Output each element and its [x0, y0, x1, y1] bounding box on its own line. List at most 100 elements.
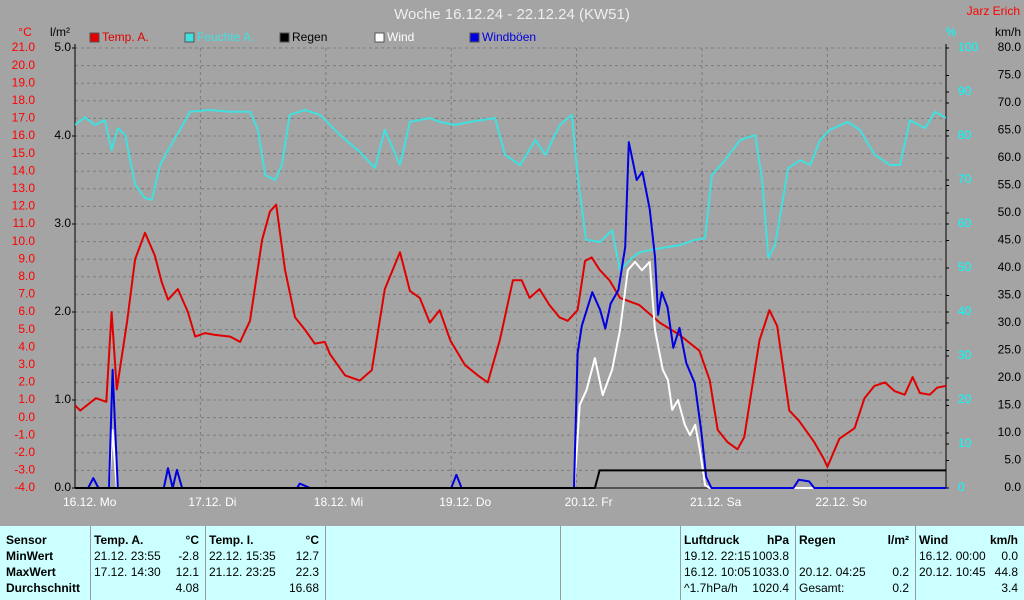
cell-value: 1033.0 — [752, 565, 789, 579]
cell-time: 17.12. 14:30 — [94, 565, 161, 579]
y2-tick-label: 0.0 — [54, 480, 71, 494]
cell-value: 22.3 — [295, 565, 319, 579]
cell-time: 21.12. 23:25 — [209, 565, 276, 579]
y3-tick-label: 90 — [958, 84, 972, 98]
y-tick-label: 11.0 — [13, 216, 36, 230]
y-tick-label: 4.0 — [18, 339, 35, 353]
group-unit: °C — [185, 533, 199, 547]
y-tick-label: 9.0 — [18, 251, 35, 265]
y4-tick-label: 35.0 — [998, 288, 1022, 302]
group-unit: l/m² — [887, 533, 909, 547]
legend-swatch — [374, 32, 385, 43]
cell-value: 0.0 — [1001, 549, 1018, 563]
y-axis-unit: °C — [18, 25, 32, 39]
cell-time: ^1.7hPa/h — [684, 581, 738, 595]
x-tick-label: 19.12. Do — [439, 495, 491, 509]
y-tick-label: 21.0 — [12, 40, 36, 54]
group-title: Temp. A. — [94, 533, 144, 547]
y3-tick-label: 10 — [958, 436, 972, 450]
y-tick-label: 6.0 — [18, 304, 35, 318]
column-separator — [560, 526, 561, 600]
legend-label: Windböen — [482, 30, 536, 44]
cell-value: 12.7 — [295, 549, 319, 563]
y4-tick-label: 80.0 — [998, 40, 1022, 54]
y-tick-label: 20.0 — [12, 58, 36, 72]
x-tick-label: 22.12. So — [815, 495, 867, 509]
y-tick-label: 12.0 — [12, 199, 36, 213]
y-tick-label: 17.0 — [12, 111, 36, 125]
author: Jarz Erich — [967, 4, 1020, 18]
y-tick-label: 19.0 — [12, 75, 36, 89]
y-tick-label: 18.0 — [12, 93, 36, 107]
group-title: Temp. I. — [209, 533, 254, 547]
column-separator — [915, 526, 916, 600]
y2-tick-label: 4.0 — [54, 128, 71, 142]
y4-tick-label: 30.0 — [998, 315, 1022, 329]
cell-time: 19.12. 22:15 — [684, 549, 751, 563]
cell-value: 12.1 — [175, 565, 199, 579]
legend-label: Regen — [292, 30, 327, 44]
group-unit: °C — [305, 533, 319, 547]
y-tick-label: 15.0 — [12, 146, 36, 160]
chart-title: Woche 16.12.24 - 22.12.24 (KW51) — [394, 6, 630, 23]
y4-tick-label: 20.0 — [998, 370, 1022, 384]
plot — [75, 109, 946, 489]
group-unit: km/h — [989, 533, 1018, 547]
y2-tick-label: 2.0 — [54, 304, 71, 318]
legend-swatch — [279, 32, 290, 43]
column-separator — [325, 526, 326, 600]
cell-time: 16.12. 00:00 — [919, 549, 986, 563]
y3-tick-label: 100 — [958, 40, 978, 54]
cell-time: 20.12. 04:25 — [799, 565, 866, 579]
y4-tick-label: 70.0 — [998, 95, 1022, 109]
y4-tick-label: 10.0 — [998, 425, 1022, 439]
y4-tick-label: 55.0 — [998, 178, 1022, 192]
cell-value: 16.68 — [288, 581, 319, 595]
column-separator — [795, 526, 796, 600]
y4-tick-label: 5.0 — [1004, 453, 1021, 467]
cell-value: 0.2 — [892, 581, 909, 595]
y4-tick-label: 15.0 — [998, 398, 1022, 412]
y-tick-label: -2.0 — [14, 445, 35, 459]
cell-value: -2.8 — [178, 549, 199, 563]
legend-swatch — [89, 32, 100, 43]
cell-time: 16.12. 10:05 — [684, 565, 751, 579]
column-separator — [205, 526, 206, 600]
column-separator — [680, 526, 681, 600]
y4-axis-unit: km/h — [995, 25, 1021, 39]
y-tick-label: 8.0 — [18, 269, 35, 283]
y3-tick-label: 70 — [958, 172, 972, 186]
cell-time: 21.12. 23:55 — [94, 549, 161, 563]
y4-tick-label: 60.0 — [998, 150, 1022, 164]
y3-tick-label: 80 — [958, 128, 972, 142]
cell-value: 4.08 — [175, 581, 199, 595]
cell-value: 0.2 — [892, 565, 909, 579]
y-tick-label: 2.0 — [18, 375, 35, 389]
group-title: Luftdruck — [684, 533, 740, 547]
legend-label: Temp. A. — [102, 30, 149, 44]
row-label: Durchschnitt — [6, 581, 81, 595]
y-tick-label: 13.0 — [12, 181, 36, 195]
y-tick-label: -4.0 — [14, 480, 35, 494]
y4-tick-label: 50.0 — [998, 205, 1022, 219]
legend-label: Wind — [387, 30, 414, 44]
y4-tick-label: 65.0 — [998, 123, 1022, 137]
x-tick-label: 18.12. Mi — [314, 495, 363, 509]
y4-tick-label: 0.0 — [1004, 480, 1021, 494]
cell-time: 22.12. 15:35 — [209, 549, 276, 563]
x-tick-label: 17.12. Di — [188, 495, 236, 509]
group-unit: hPa — [766, 533, 789, 547]
y-tick-label: 3.0 — [18, 357, 35, 371]
y-tick-label: 1.0 — [18, 392, 35, 406]
group-title: Wind — [919, 533, 949, 547]
y-tick-label: 16.0 — [12, 128, 36, 142]
y2-axis-unit: l/m² — [50, 25, 70, 39]
stats-table: Sensor MinWert MaxWert Durchschnitt Temp. A.… — [0, 526, 1024, 600]
row-label: MinWert — [6, 549, 54, 563]
y3-tick-label: 60 — [958, 216, 972, 230]
y4-tick-label: 40.0 — [998, 260, 1022, 274]
legend-swatch — [184, 32, 195, 43]
cell-value: 1003.8 — [752, 549, 789, 563]
y-tick-label: 7.0 — [18, 287, 35, 301]
